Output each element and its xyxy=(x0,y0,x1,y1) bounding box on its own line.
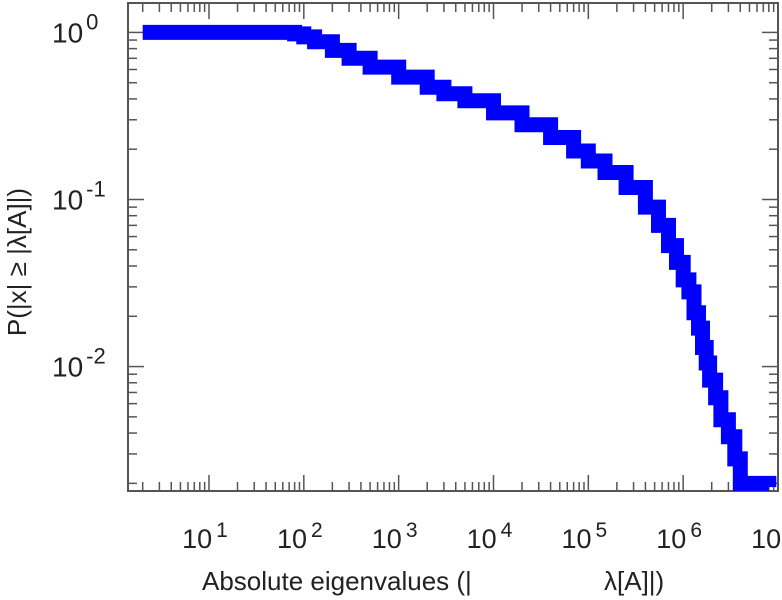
x-tick-label: 107 xyxy=(751,519,782,554)
y-tick-label: 10 -1 xyxy=(52,176,106,215)
y-axis-label: P(|x| ≥ |λ[A]|) xyxy=(2,188,32,336)
x-tick-label: 10 2 xyxy=(277,519,323,554)
x-tick-label: 10 4 xyxy=(467,519,513,554)
y-tick-label: 10 -2 xyxy=(52,344,106,383)
x-tick-label: 10 1 xyxy=(182,519,228,554)
x-tick-label: 10 6 xyxy=(656,519,702,554)
tick-labels: 101 102 103 104 105 106 107 100 10-1 10-2 xyxy=(52,9,782,554)
x-tick-label: 10 3 xyxy=(372,519,418,554)
x-axis-label-left: Absolute eigenvalues (| xyxy=(202,566,472,596)
series-line xyxy=(142,24,777,491)
y-tick-label: 10 0 xyxy=(52,9,98,48)
plot-frame xyxy=(127,2,779,492)
x-tick-label: 10 5 xyxy=(561,519,607,554)
x-axis-label-right: λ[A]|) xyxy=(604,566,664,596)
